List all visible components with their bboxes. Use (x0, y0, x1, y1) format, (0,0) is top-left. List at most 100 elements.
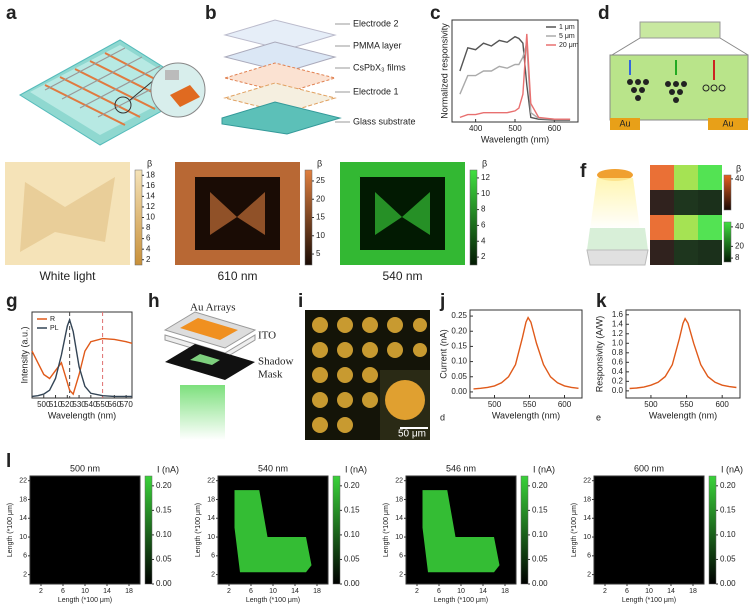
legend-label: R (50, 316, 55, 323)
x-tick-label: 510 (49, 400, 63, 409)
map-caption: 540 nm (382, 269, 422, 283)
colorbar-tick-label: 0.20 (156, 481, 172, 490)
colorbar-tick-label: 10 (481, 189, 490, 198)
colorbar-tick-label: 10 (146, 213, 155, 222)
y-tick-label: 10 (583, 534, 591, 541)
x-tick-label: 18 (689, 588, 697, 595)
legend-label: 20 μm (559, 42, 579, 49)
legend-label: PL (50, 325, 59, 332)
y-tick-label: 1.2 (612, 329, 624, 338)
colorbar-tick-label: 0.00 (720, 579, 736, 588)
x-tick-label: 520 (61, 400, 75, 409)
y-tick-label: 0.25 (451, 311, 467, 320)
y-tick-label: 0.2 (612, 376, 624, 385)
colorbar-tick-label: 16 (146, 181, 155, 190)
colorbar-tick-label: 0.20 (532, 481, 548, 490)
stripe-band (650, 240, 674, 265)
colorbar-tick-label: 4 (146, 244, 151, 253)
colorbar-tick-label: 15 (316, 213, 325, 222)
colorbar-tick-label: 0.05 (344, 555, 360, 564)
y-tick-label: 0.8 (612, 348, 624, 357)
colorbar-tick-label: 25 (316, 176, 325, 185)
colorbar-tick-label: 0.00 (344, 579, 360, 588)
x-tick-label: 6 (61, 588, 65, 595)
x-axis-label: Wavelength (nm) (649, 410, 717, 420)
y-tick-label: 6 (399, 553, 403, 560)
x-tick-label: 550 (680, 400, 694, 409)
colorbar-title: β (736, 163, 741, 173)
map-title: 500 nm (70, 463, 100, 473)
colorbar-tick-label: 0.10 (532, 530, 548, 539)
colorbar-tick-label: 0.10 (720, 530, 736, 539)
y-axis-label: Responsivity (A/W) (594, 316, 604, 393)
y-tick-label: 18 (19, 496, 27, 503)
colorbar-title: β (317, 158, 322, 168)
panel-label: k (596, 291, 607, 312)
micrograph (305, 310, 430, 440)
illumination-sketch (586, 169, 649, 266)
panel-label: c (430, 3, 441, 24)
x-tick-label: 10 (645, 588, 653, 595)
series-line (459, 33, 571, 120)
stripe-band (698, 215, 722, 240)
device-schematic (609, 21, 749, 130)
colorbar (144, 475, 153, 585)
stripe-band (674, 190, 698, 215)
y-tick-label: 14 (583, 515, 591, 522)
colorbar-tick-label: 0.00 (532, 579, 548, 588)
colorbar-tick-label: 0.05 (156, 555, 172, 564)
y-tick-label: 1.4 (612, 319, 624, 328)
colorbar-title: β (147, 158, 152, 168)
stripe-band (698, 165, 722, 190)
series-line (629, 317, 737, 390)
y-tick-label: 0.15 (451, 342, 467, 351)
sub-label: d (440, 412, 445, 422)
series-line (459, 35, 571, 121)
colorbar-tick-label: 4 (481, 236, 486, 245)
h-label: Au Arrays (190, 302, 236, 314)
colorbar-tick-label: 6 (481, 221, 486, 230)
colorbar-tick-label: 12 (481, 173, 490, 182)
x-axis-label: Length (*100 μm) (58, 597, 112, 604)
series-line (473, 316, 579, 390)
layer-label: Electrode 1 (353, 86, 399, 96)
x-tick-label: 2 (415, 588, 419, 595)
x-tick-label: 570 (119, 400, 133, 409)
colorbar-tick-label: 0.15 (532, 505, 548, 514)
y-axis-label: Current (nA) (438, 329, 448, 379)
stripe-band (650, 190, 674, 215)
panel-label: h (148, 291, 160, 312)
colorbar-tick-label: 0.20 (720, 481, 736, 490)
y-tick-label: 6 (211, 553, 215, 560)
x-tick-label: 18 (501, 588, 509, 595)
y-tick-label: 22 (19, 478, 27, 485)
colorbar-tick-label: 5 (316, 249, 321, 258)
panel-label: b (205, 3, 217, 24)
y-axis-label: Length (*100 μm) (383, 503, 390, 557)
y-tick-label: 6 (23, 553, 27, 560)
y-tick-label: 0.20 (451, 326, 467, 335)
x-tick-label: 14 (667, 588, 675, 595)
x-tick-label: 500 (488, 400, 502, 409)
x-tick-label: 550 (96, 400, 110, 409)
y-tick-label: 2 (587, 571, 591, 578)
colorbar-tick-label: 8 (735, 253, 740, 262)
colorbar-tick-label: 10 (316, 231, 325, 240)
y-tick-label: 2 (23, 571, 27, 578)
legend-label: 1 μm (559, 24, 575, 31)
colorbar (520, 475, 529, 585)
heatmap (593, 475, 705, 585)
x-axis-label: Length (*100 μm) (622, 597, 676, 604)
x-tick-label: 14 (291, 588, 299, 595)
colorbar-tick-label: 20 (735, 241, 744, 250)
panel-label: g (6, 291, 18, 312)
series-line (459, 43, 571, 120)
colorbar-tick-label: 0.15 (156, 505, 172, 514)
stripe-band (674, 215, 698, 240)
colorbar-title: I (nA) (721, 464, 743, 474)
x-tick-label: 600 (548, 124, 562, 133)
colorbar-tick-label: 0.20 (344, 481, 360, 490)
y-tick-label: 18 (207, 496, 215, 503)
layer-label: Glass substrate (353, 116, 416, 126)
stripe-band (674, 165, 698, 190)
